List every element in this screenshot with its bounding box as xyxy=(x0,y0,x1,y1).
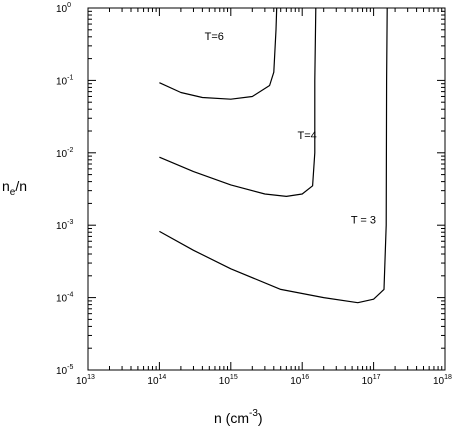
y-axis-label-end: /n xyxy=(15,178,27,194)
tick-base: 10 xyxy=(147,376,159,387)
tick-base: 10 xyxy=(433,376,445,387)
x-tick-label: 1016 xyxy=(290,374,309,387)
curve-label-3: T = 3 xyxy=(351,215,376,227)
series-curve-3 xyxy=(159,7,388,304)
tick-base: 10 xyxy=(56,294,68,305)
tick-base: 10 xyxy=(362,376,374,387)
x-axis-label-end: ) xyxy=(258,410,263,426)
tick-exponent: 15 xyxy=(230,374,238,381)
tick-base: 10 xyxy=(56,4,68,15)
tick-base: 10 xyxy=(56,149,68,160)
tick-base: 10 xyxy=(56,221,68,232)
curve-labels: T=6 T=4 T = 3 xyxy=(205,31,376,227)
x-axis-label-base: n (cm xyxy=(214,410,249,426)
x-axis-label-sup: -3 xyxy=(249,408,258,419)
y-tick-label: 10-3 xyxy=(56,219,73,232)
y-tick-label: 10-5 xyxy=(56,364,73,377)
tick-exponent: 0 xyxy=(67,2,71,9)
y-axis-label-base: n xyxy=(2,178,10,194)
tick-exponent: 18 xyxy=(444,374,452,381)
series-curve-2 xyxy=(159,7,317,197)
tick-exponent: -3 xyxy=(67,219,73,226)
x-tick-label: 1014 xyxy=(147,374,166,387)
curve-label-1: T=6 xyxy=(205,31,224,43)
y-tick-label: 10-2 xyxy=(56,147,73,160)
x-tick-label: 1013 xyxy=(76,374,95,387)
tick-exponent: -1 xyxy=(67,74,73,81)
tick-exponent: -2 xyxy=(67,147,73,154)
tick-base: 10 xyxy=(76,376,88,387)
series-curve-1 xyxy=(159,7,278,100)
y-tick-label: 100 xyxy=(56,2,71,15)
tick-base: 10 xyxy=(56,366,68,377)
x-tick-label: 1018 xyxy=(433,374,452,387)
curve-label-2: T=4 xyxy=(298,130,317,142)
tick-base: 10 xyxy=(56,76,68,87)
tick-base: 10 xyxy=(219,376,231,387)
axis-ticks xyxy=(87,7,446,371)
tick-exponent: -5 xyxy=(67,364,73,371)
tick-exponent: 13 xyxy=(87,374,95,381)
tick-exponent: 17 xyxy=(373,374,381,381)
tick-exponent: 16 xyxy=(301,374,309,381)
y-axis-label-sub: e xyxy=(10,187,16,198)
tick-base: 10 xyxy=(290,376,302,387)
y-tick-label: 10-4 xyxy=(56,292,73,305)
x-tick-label: 1017 xyxy=(362,374,381,387)
tick-exponent: -4 xyxy=(67,292,73,299)
x-tick-labels: 1013 1014 1015 1016 1017 1018 xyxy=(76,374,452,387)
tick-exponent: 14 xyxy=(159,374,167,381)
y-tick-label: 10-1 xyxy=(56,74,73,87)
plot-frame xyxy=(87,7,446,371)
y-axis-label: ne/n xyxy=(2,178,27,198)
x-axis-label: n (cm-3) xyxy=(214,408,263,426)
series-group xyxy=(159,7,388,304)
x-tick-label: 1015 xyxy=(219,374,238,387)
